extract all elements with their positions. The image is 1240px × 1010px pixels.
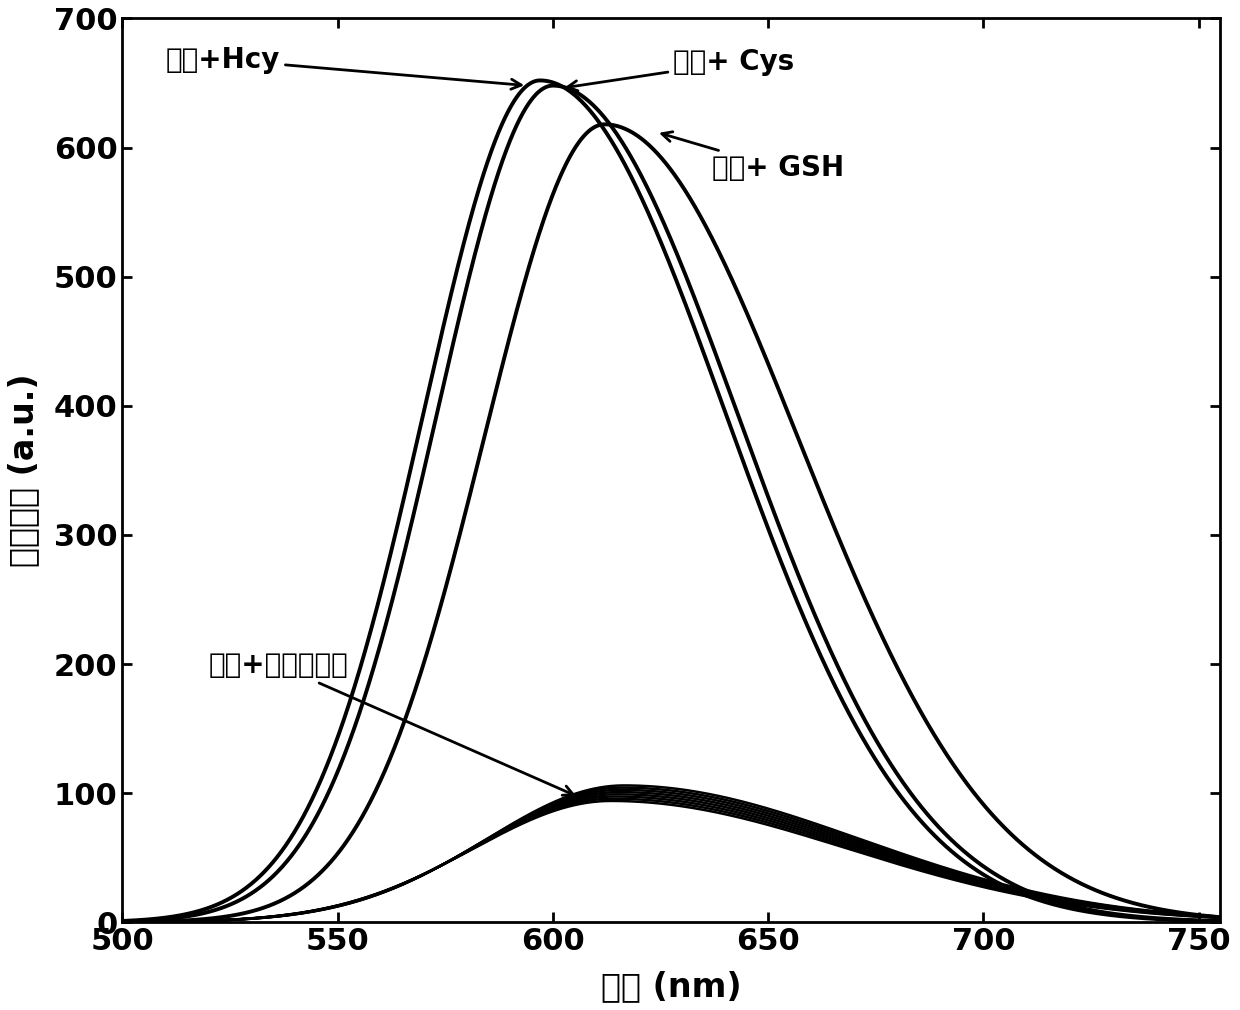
Text: 探针+ Cys: 探针+ Cys xyxy=(568,48,795,91)
Text: 探针+其他氨基酸: 探针+其他氨基酸 xyxy=(208,651,573,795)
Text: 探针+ GSH: 探针+ GSH xyxy=(662,131,844,182)
Text: 探针+Hcy: 探针+Hcy xyxy=(165,45,521,89)
Y-axis label: 荧光强度 (a.u.): 荧光强度 (a.u.) xyxy=(7,374,40,568)
X-axis label: 波长 (nm): 波长 (nm) xyxy=(601,970,742,1003)
